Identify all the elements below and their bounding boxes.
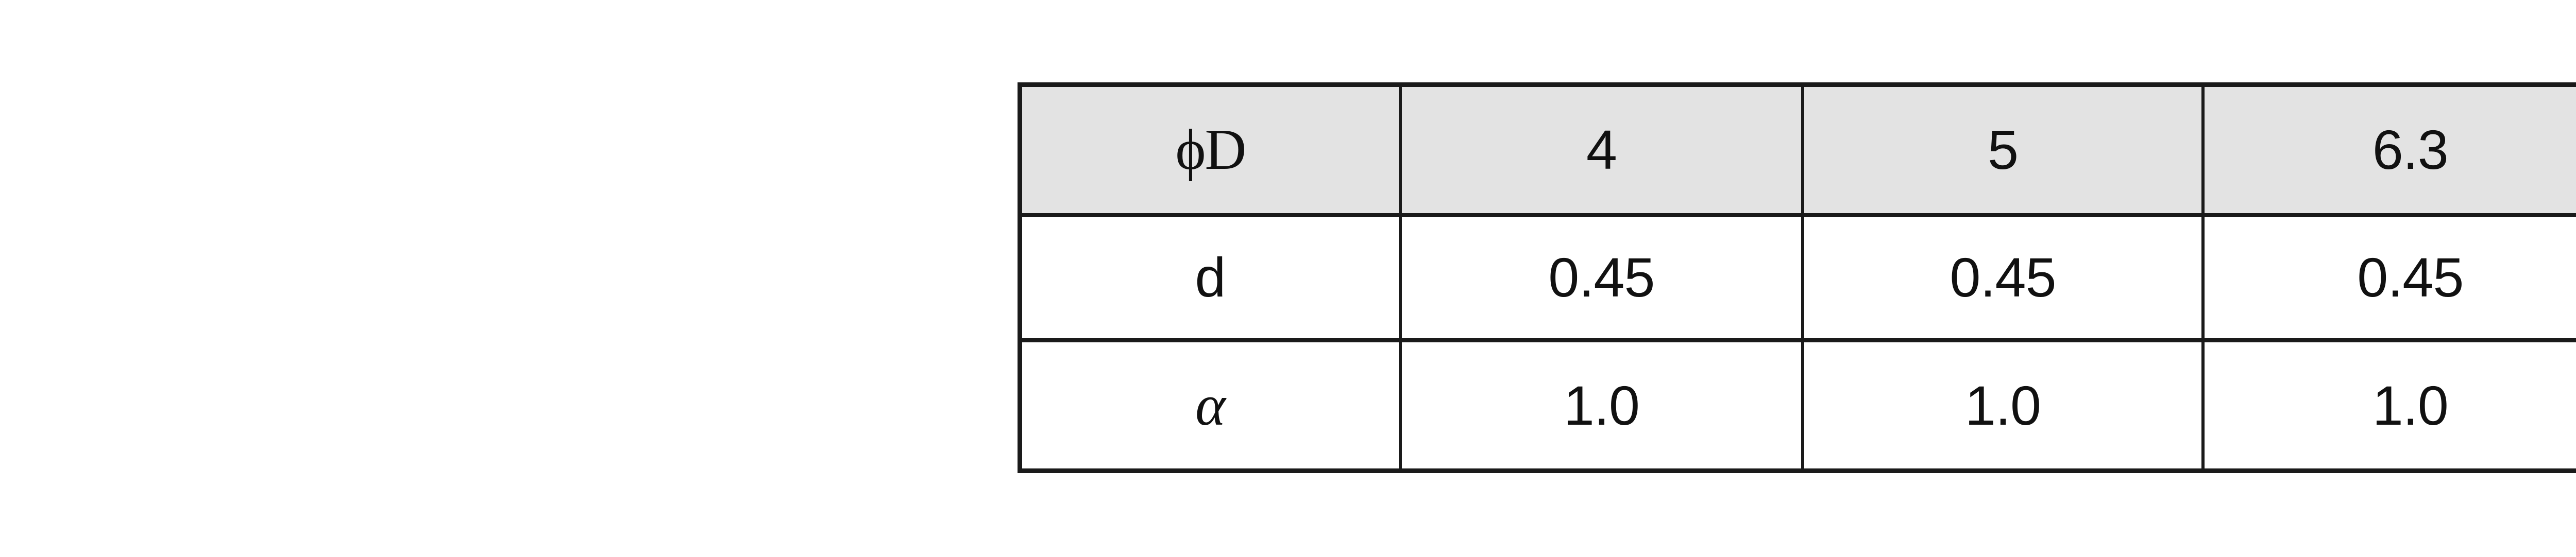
row-label-alpha: α bbox=[1020, 340, 1402, 471]
cell-value-alpha-1: 1.0 bbox=[1563, 374, 1640, 437]
alpha-symbol: α bbox=[1195, 373, 1226, 438]
header-cell-col-1: 4 bbox=[1400, 84, 1804, 217]
cell-value-d-1: 0.45 bbox=[1548, 246, 1655, 309]
cell-d-col-3: 0.45 bbox=[2203, 215, 2576, 343]
header-cell-col-2: 5 bbox=[1802, 84, 2205, 217]
header-cell-symbol: ϕD bbox=[1020, 84, 1402, 217]
phi-d-symbol: ϕD bbox=[1175, 118, 1246, 182]
cell-d-col-1: 0.45 bbox=[1400, 215, 1804, 343]
header-cell-col-3: 6.3 bbox=[2203, 84, 2576, 217]
header-value-col-2: 5 bbox=[1987, 118, 2019, 181]
header-value-col-3: 6.3 bbox=[2372, 118, 2449, 181]
table-row-alpha: α 1.0 1.0 1.0 1.0 bbox=[1020, 340, 2576, 471]
diameter-parameter-table: ϕD 4 5 6.3 8 bbox=[1018, 82, 2576, 473]
table-header-row: ϕD 4 5 6.3 8 bbox=[1020, 84, 2576, 217]
table-row-d: d 0.45 0.45 0.45 0.45 bbox=[1020, 215, 2576, 343]
cell-value-d-2: 0.45 bbox=[1950, 246, 2056, 309]
cell-alpha-col-3: 1.0 bbox=[2203, 340, 2576, 471]
cell-alpha-col-1: 1.0 bbox=[1400, 340, 1804, 471]
d-symbol: d bbox=[1195, 246, 1226, 309]
row-label-d: d bbox=[1020, 215, 1402, 343]
parameter-table-container: ϕD 4 5 6.3 8 bbox=[1018, 82, 2576, 473]
header-value-col-1: 4 bbox=[1586, 118, 1617, 181]
cell-value-alpha-3: 1.0 bbox=[2372, 374, 2449, 437]
cell-d-col-2: 0.45 bbox=[1802, 215, 2205, 343]
cell-value-d-3: 0.45 bbox=[2357, 246, 2464, 309]
cell-value-alpha-2: 1.0 bbox=[1964, 374, 2041, 437]
cell-alpha-col-2: 1.0 bbox=[1802, 340, 2205, 471]
